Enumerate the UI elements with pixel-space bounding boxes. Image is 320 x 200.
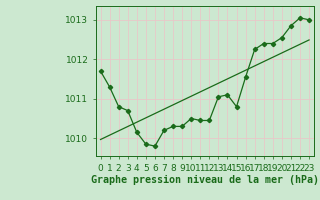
- X-axis label: Graphe pression niveau de la mer (hPa): Graphe pression niveau de la mer (hPa): [91, 175, 319, 185]
